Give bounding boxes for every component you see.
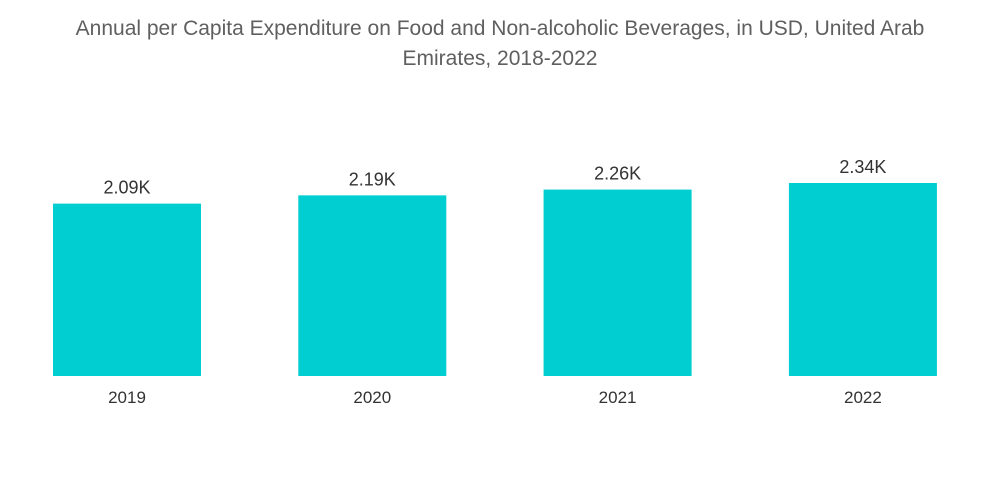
chart-title-line-1: Annual per Capita Expenditure on Food an… (75, 17, 925, 40)
x-tick-label-2019: 2019 (108, 388, 146, 407)
x-tick-label-2021: 2021 (599, 388, 637, 407)
data-label-2022: 2.34K (839, 157, 886, 177)
data-label-2019: 2.09K (103, 178, 150, 198)
data-label-2021: 2.26K (594, 164, 641, 184)
x-tick-label-2022: 2022 (844, 388, 882, 407)
x-tick-label-2020: 2020 (353, 388, 391, 407)
bar-2022 (788, 183, 937, 376)
bar-2021 (543, 189, 692, 376)
chart-title-line-2: Emirates, 2018-2022 (402, 47, 598, 70)
data-label-2020: 2.19K (349, 169, 396, 189)
bar-2020 (298, 195, 447, 376)
bar-2019 (53, 203, 201, 376)
chart-title: Annual per Capita Expenditure on Food an… (0, 14, 1000, 74)
